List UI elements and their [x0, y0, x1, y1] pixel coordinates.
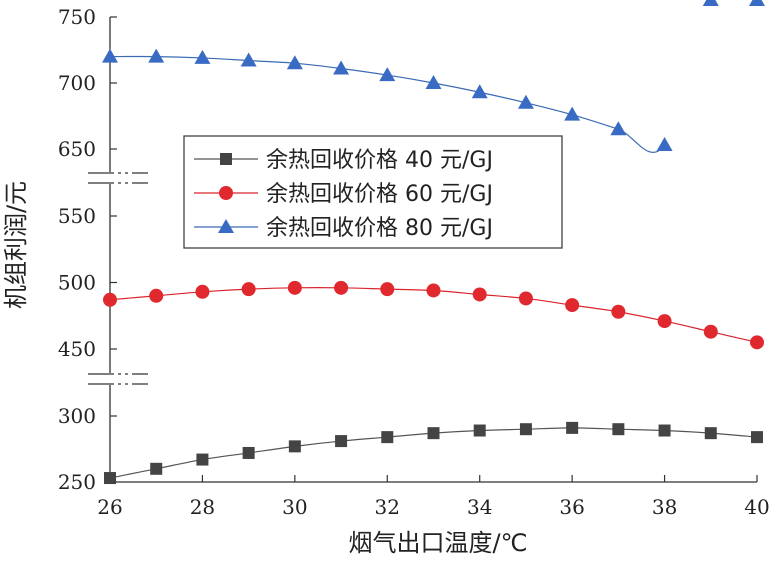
series-layer — [102, 0, 765, 485]
data-point — [195, 284, 210, 299]
data-point — [240, 52, 257, 67]
data-point — [334, 280, 349, 295]
data-point — [472, 287, 487, 302]
data-point — [658, 424, 671, 437]
data-point — [703, 324, 718, 339]
data-point — [751, 431, 763, 444]
y-tick-label: 300 — [58, 404, 96, 428]
data-point — [149, 288, 164, 303]
data-point — [473, 424, 486, 437]
data-point — [242, 446, 255, 459]
data-point — [102, 48, 118, 63]
data-point — [150, 462, 163, 475]
data-point — [379, 67, 396, 82]
y-tick-label: 650 — [58, 137, 96, 161]
legend-marker — [219, 186, 233, 200]
data-point — [612, 423, 625, 436]
data-point — [427, 427, 440, 440]
legend-item: 余热回收价格 80 元/GJ — [194, 216, 493, 241]
data-point — [656, 137, 673, 152]
data-point — [657, 314, 672, 329]
data-point — [704, 427, 717, 440]
legend-item: 余热回收价格 40 元/GJ — [194, 148, 493, 173]
data-point — [565, 298, 580, 313]
axes — [88, 17, 757, 483]
data-point — [566, 421, 579, 434]
y-tick-label: 700 — [58, 71, 96, 95]
data-point — [517, 94, 534, 109]
legend-box — [183, 135, 563, 249]
data-point — [194, 49, 211, 64]
y-axis-title: 机组利润/元 — [2, 181, 30, 309]
legend-label: 余热回收价格 60 元/GJ — [266, 182, 493, 207]
data-point — [425, 75, 442, 89]
data-point — [749, 0, 765, 6]
x-tick-label: 32 — [375, 495, 400, 519]
x-tick-label: 28 — [190, 495, 215, 519]
data-point — [471, 84, 488, 99]
y-tick-label: 250 — [58, 470, 96, 494]
data-point — [288, 440, 301, 453]
data-point — [333, 60, 350, 75]
data-point — [381, 431, 394, 444]
data-point — [104, 472, 116, 485]
x-tick-label: 26 — [97, 495, 122, 519]
data-point — [148, 48, 165, 63]
data-point — [380, 282, 395, 297]
legend-item: 余热回收价格 60 元/GJ — [194, 182, 493, 207]
series-3 — [102, 0, 765, 153]
data-point — [610, 121, 627, 136]
data-point — [750, 335, 764, 350]
legend: 余热回收价格 40 元/GJ 余热回收价格 60 元/GJ 余热回收价格 80 元/… — [183, 135, 563, 249]
x-tick-label: 30 — [282, 495, 307, 519]
y-tick-label: 750 — [58, 5, 96, 29]
data-point — [518, 291, 533, 306]
series-1 — [104, 421, 763, 485]
x-tick-label: 36 — [559, 495, 584, 519]
data-point — [611, 304, 626, 319]
data-point — [196, 453, 209, 466]
x-axis-title: 烟气出口温度/℃ — [348, 529, 527, 557]
legend-marker — [220, 153, 232, 165]
x-tick-label: 38 — [652, 495, 677, 519]
data-point — [335, 435, 348, 448]
data-point — [519, 423, 532, 436]
data-point — [287, 280, 302, 295]
x-tick-label: 34 — [467, 495, 492, 519]
series-2 — [103, 280, 764, 350]
y-tick-label: 550 — [58, 204, 96, 228]
legend-label: 余热回收价格 40 元/GJ — [266, 148, 493, 173]
legend-label: 余热回收价格 80 元/GJ — [266, 216, 493, 241]
x-tick-label: 40 — [744, 495, 769, 519]
y-tick-label: 500 — [58, 271, 96, 295]
data-point — [103, 292, 117, 307]
data-point — [564, 106, 581, 121]
data-point — [426, 283, 441, 298]
data-point — [286, 55, 303, 70]
data-point — [702, 0, 719, 6]
y-tick-label: 450 — [58, 337, 96, 361]
legend-marker — [218, 219, 234, 233]
ticks: 250 300 450 500 550 650 700 750 26 28 30 32 34 36 38 40 — [58, 5, 770, 519]
data-point — [241, 282, 256, 297]
